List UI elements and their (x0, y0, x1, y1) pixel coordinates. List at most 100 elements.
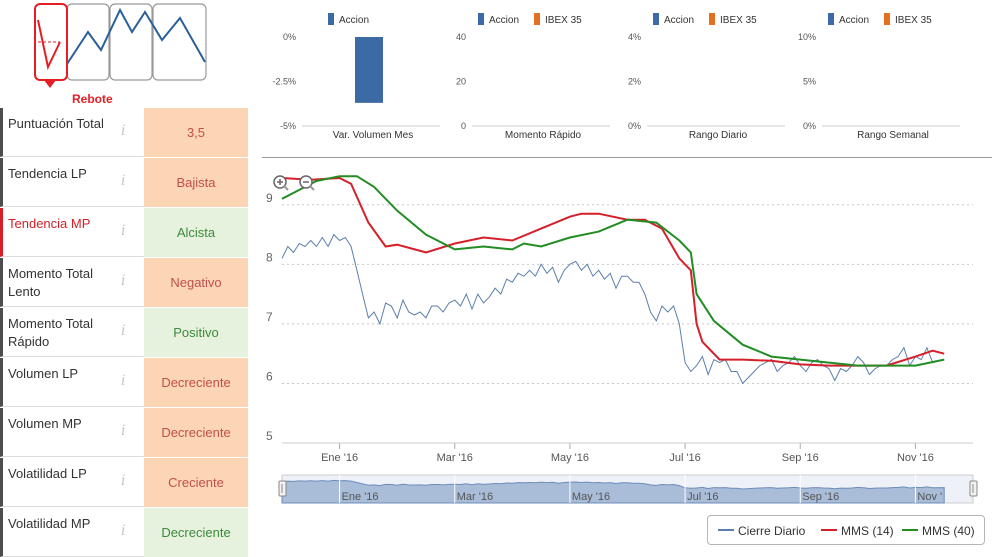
navigator-tick-label: Sep '16 (802, 491, 839, 503)
legend-mms40[interactable]: MMS (40) (922, 524, 975, 538)
legend-mms40-swatch (902, 529, 918, 531)
y-tick-label: 10% (798, 32, 816, 42)
y-tick-label: 5 (266, 429, 273, 443)
pattern-frame-2 (66, 3, 110, 81)
info-icon[interactable]: i (121, 473, 126, 489)
pattern-label: Rebote (72, 92, 113, 106)
navigator-tick-label: May '16 (572, 491, 610, 503)
price-chart[interactable]: 5 6 7 8 9 Ene '16 Mar '16 May '16 Jul '16 Sep '16… (258, 165, 992, 557)
y-tick-label: -2.5% (272, 77, 296, 87)
legend-ibex-35[interactable]: IBEX 35 (545, 15, 582, 26)
indicator-row-tendencia-lp[interactable]: Tendencia LP i Bajista (0, 158, 248, 208)
info-icon[interactable]: i (121, 423, 126, 439)
indicator-value: Alcista (144, 208, 248, 257)
legend-ibex-35-swatch (709, 13, 715, 25)
zoom-in-icon[interactable] (273, 175, 289, 191)
indicator-value: Positivo (144, 308, 248, 357)
info-icon[interactable]: i (121, 273, 126, 289)
navigator-tick-label: Ene '16 (342, 491, 379, 503)
pattern-frame-4 (152, 3, 207, 81)
y-tick-label: 9 (266, 191, 273, 205)
navigator-tick-label: Jul '16 (687, 491, 718, 503)
indicator-name: Volumen LP (8, 366, 79, 381)
info-icon[interactable]: i (121, 523, 126, 539)
legend-accion[interactable]: Accion (489, 15, 519, 26)
legend-accion-swatch (478, 13, 484, 25)
indicator-row-tendencia-mp[interactable]: Tendencia MP i Alcista (0, 208, 248, 258)
legend-ibex-35-swatch (884, 13, 890, 25)
info-icon[interactable]: i (121, 223, 126, 239)
x-tick-label: Ene '16 (321, 452, 358, 464)
navigator-tick-label: Nov ' (917, 491, 942, 503)
legend-accion-swatch (328, 13, 334, 25)
indicator-name-cell: Tendencia MP i (0, 208, 144, 257)
y-tick-label: 0 (461, 121, 466, 131)
indicator-name-cell: Tendencia LP i (0, 158, 144, 207)
legend-cierre[interactable]: Cierre Diario (738, 524, 806, 538)
indicator-value: Negativo (144, 258, 248, 307)
indicator-name-cell: Volumen MP i (0, 408, 144, 457)
y-tick-label: 6 (266, 369, 273, 383)
indicator-name-cell: Momento Total Lento i (0, 258, 144, 307)
price-chart-svg: 5 6 7 8 9 Ene '16 Mar '16 May '16 Jul '16 Sep '16… (266, 175, 978, 504)
info-icon[interactable]: i (121, 173, 126, 189)
legend-ibex-35[interactable]: IBEX 35 (895, 15, 932, 26)
indicator-row-puntuacion[interactable]: Puntuación Total i 3,5 (0, 108, 248, 158)
info-icon[interactable]: i (121, 123, 126, 139)
series-mms-14- (281, 176, 945, 367)
indicator-value: Decreciente (144, 408, 248, 457)
indicator-name: Momento Total Rápido (8, 316, 94, 349)
y-tick-label: 2% (628, 77, 641, 87)
indicator-value: Bajista (144, 158, 248, 207)
indicator-name-cell: Volumen LP i (0, 358, 144, 407)
legend-mms14[interactable]: MMS (14) (841, 524, 894, 538)
legend-cierre-swatch (718, 529, 734, 531)
pattern-frame-3 (109, 3, 153, 81)
x-tick-label: Nov '16 (897, 452, 934, 464)
indicator-value: Creciente (144, 458, 248, 507)
legend-accion-swatch (828, 13, 834, 25)
info-icon[interactable]: i (121, 373, 126, 389)
chart-title: Rango Diario (689, 130, 748, 141)
section-divider (262, 157, 992, 158)
pattern-svg (34, 3, 207, 88)
indicator-value: Decreciente (144, 508, 248, 557)
chart-title: Rango Semanal (857, 130, 929, 141)
mini-chart-svg: Accion IBEX 35 40 20 0 Momento Rápido (456, 13, 610, 141)
navigator[interactable]: Ene '16 Mar '16 May '16 Jul '16 Sep '16 Nov ' (278, 474, 978, 504)
navigator-area (281, 479, 945, 504)
legend-ibex-35[interactable]: IBEX 35 (720, 15, 757, 26)
legend-accion[interactable]: Accion (664, 15, 694, 26)
legend-ibex-35-swatch (534, 13, 540, 25)
indicator-row-momento-lento[interactable]: Momento Total Lento i Negativo (0, 258, 248, 308)
indicator-value: 3,5 (144, 108, 248, 157)
indicator-row-volumen-lp[interactable]: Volumen LP i Decreciente (0, 358, 248, 408)
indicator-row-volatilidad-lp[interactable]: Volatilidad LP i Creciente (0, 458, 248, 508)
zoom-out-icon[interactable] (299, 175, 315, 191)
x-tick-label: Jul '16 (669, 452, 700, 464)
indicator-name: Tendencia MP (8, 216, 91, 231)
legend-accion[interactable]: Accion (339, 15, 369, 26)
indicator-name-cell: Volatilidad MP i (0, 508, 144, 557)
y-tick-label: 0% (628, 121, 641, 131)
y-tick-label: 20 (456, 77, 466, 87)
mini-chart-svg: Accion 0% -2.5% -5% Var. Volumen Mes (272, 13, 440, 141)
x-tick-label: Sep '16 (782, 452, 819, 464)
bar-accion (355, 37, 383, 103)
indicator-name: Tendencia LP (8, 166, 87, 181)
y-tick-label: 5% (803, 77, 816, 87)
y-tick-label: 4% (628, 32, 641, 42)
indicator-row-momento-rapido[interactable]: Momento Total Rápido i Positivo (0, 308, 248, 358)
mini-chart-svg: Accion IBEX 35 4% 2% 0% Rango Diario (628, 13, 785, 141)
indicator-row-volatilidad-mp[interactable]: Volatilidad MP i Decreciente (0, 508, 248, 557)
indicator-name-cell: Volatilidad LP i (0, 458, 144, 507)
info-icon[interactable]: i (121, 323, 126, 339)
legend-accion-swatch (653, 13, 659, 25)
chart-legend: Cierre Diario MMS (14) MMS (40) (707, 515, 985, 545)
indicator-row-volumen-mp[interactable]: Volumen MP i Decreciente (0, 408, 248, 458)
chart-rango-semanal: Accion IBEX 35 10% 5% 0% Rango Semanal (790, 4, 965, 149)
x-tick-label: May '16 (551, 452, 589, 464)
legend-accion[interactable]: Accion (839, 15, 869, 26)
y-tick-label: 7 (266, 310, 273, 324)
y-tick-label: 8 (266, 250, 273, 264)
